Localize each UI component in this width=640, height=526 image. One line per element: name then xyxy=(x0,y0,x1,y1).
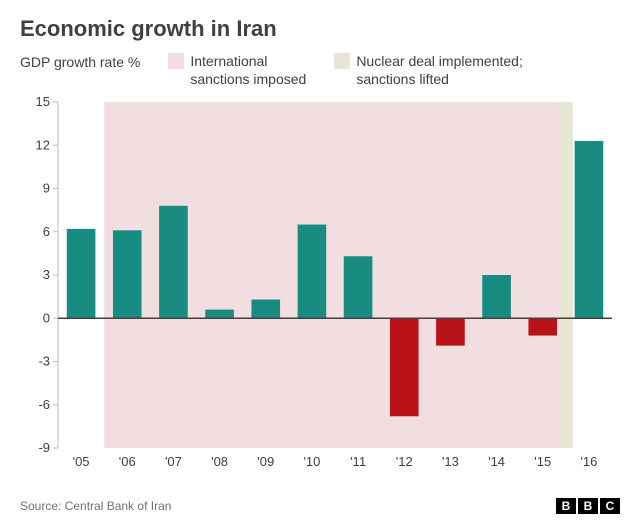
x-tick-label: '09 xyxy=(257,454,274,469)
bbc-letter: C xyxy=(600,498,620,514)
chart-svg: -9 -6 -3 0 3 6 9 12 15 '05 '06 '07 '08 '09 '10 '11 '12 '1… xyxy=(20,96,620,476)
bar xyxy=(528,319,557,336)
y-tick-label: -6 xyxy=(38,397,50,412)
y-tick-label: 9 xyxy=(43,181,50,196)
x-tick-label: '06 xyxy=(119,454,136,469)
bbc-letter: B xyxy=(578,498,598,514)
y-tick-label: 15 xyxy=(36,96,50,109)
legend-label-lifted: Nuclear deal implemented; sanctions lift… xyxy=(356,52,523,88)
x-tick-label: '11 xyxy=(350,454,366,469)
bar xyxy=(575,141,604,318)
legend-lifted: Nuclear deal implemented; sanctions lift… xyxy=(334,52,523,88)
bar xyxy=(251,300,280,319)
y-tick-label: 3 xyxy=(43,267,50,282)
x-tick-label: '12 xyxy=(396,454,413,469)
legend-swatch-sanctions xyxy=(168,53,184,69)
bar xyxy=(205,310,234,319)
x-tick-label: '14 xyxy=(488,454,505,469)
x-tick-label: '10 xyxy=(303,454,320,469)
shade-region xyxy=(559,102,573,448)
source-text: Source: Central Bank of Iran xyxy=(20,499,171,513)
legend-swatch-lifted xyxy=(334,53,350,69)
x-tick-label: '16 xyxy=(580,454,597,469)
bbc-logo: B B C xyxy=(556,498,620,514)
chart-title: Economic growth in Iran xyxy=(20,16,620,42)
y-tick-label: -9 xyxy=(38,440,50,455)
legend-sanctions: International sanctions imposed xyxy=(168,52,306,88)
bar xyxy=(298,225,327,319)
bbc-letter: B xyxy=(556,498,576,514)
bar xyxy=(390,319,419,417)
chart-area: -9 -6 -3 0 3 6 9 12 15 '05 '06 '07 '08 '09 '10 '11 '12 '1… xyxy=(20,96,620,476)
chart-subtitle: GDP growth rate % xyxy=(20,52,140,71)
bar xyxy=(436,319,465,346)
x-tick-label: '13 xyxy=(442,454,459,469)
y-tick-label: 0 xyxy=(43,311,50,326)
bar xyxy=(113,231,142,319)
x-tick-label: '08 xyxy=(211,454,228,469)
x-tick-label: '07 xyxy=(165,454,182,469)
bar xyxy=(159,206,188,318)
bar xyxy=(67,229,96,318)
y-tick-label: 6 xyxy=(43,224,50,239)
legend-row: GDP growth rate % International sanction… xyxy=(20,52,620,88)
bar xyxy=(482,275,511,318)
x-tick-label: '15 xyxy=(534,454,551,469)
legend-label-sanctions: International sanctions imposed xyxy=(190,52,306,88)
bar xyxy=(344,257,373,319)
y-tick-label: 12 xyxy=(36,138,50,153)
y-tick-label: -3 xyxy=(38,354,50,369)
x-tick-label: '05 xyxy=(73,454,90,469)
